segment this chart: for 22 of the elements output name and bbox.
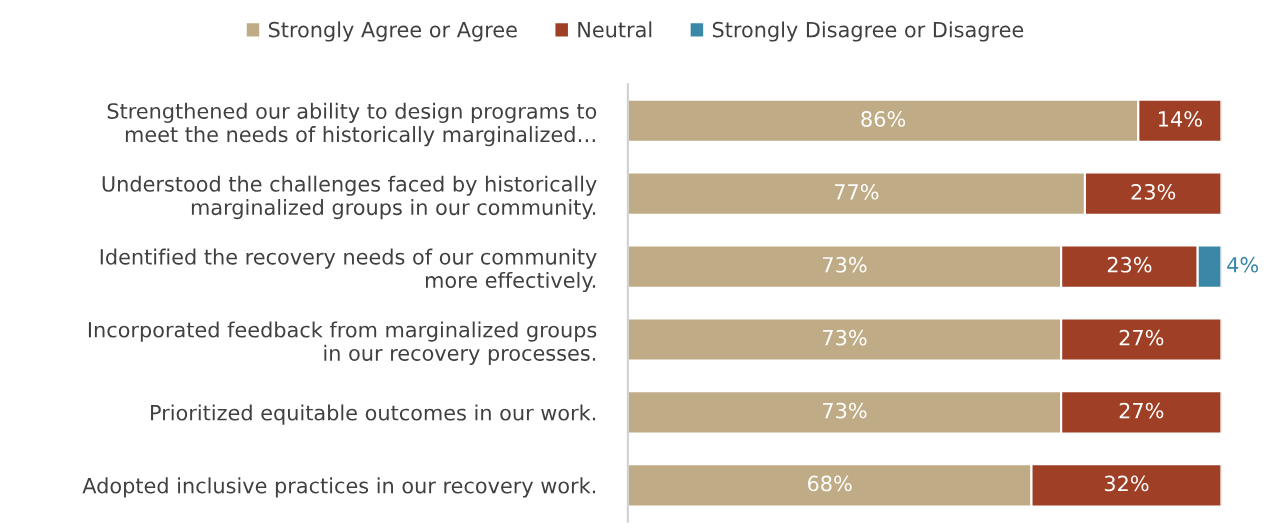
legend-label: Neutral (578, 21, 652, 38)
y-tick-label: Identified the recovery needs of our community more effectively. (100, 248, 597, 293)
legend-label: Strongly Agree or Agree (268, 21, 517, 42)
data-label: 68% (807, 475, 852, 492)
data-label: 73% (823, 329, 867, 346)
data-label: 14% (1159, 111, 1202, 127)
y-tick-label: Incorporated feedback from marginalized groups in our recovery processes. (88, 321, 597, 365)
data-label: 27% (1119, 402, 1164, 419)
y-tick-label: Understood the challenges faced by historically marginalized groups in our community. (102, 175, 597, 220)
data-label: 23% (1131, 183, 1176, 200)
y-tick-label: Adopted inclusive practices in our recovery work. (82, 477, 596, 498)
data-label: 73% (823, 256, 867, 273)
data-label: 4% (1227, 256, 1259, 273)
y-tick-label: Strengthened our ability to design programs to meet the needs of historically marginalized… (107, 102, 597, 147)
data-label: 77% (834, 183, 879, 200)
data-label: 32% (1104, 475, 1149, 492)
data-label: 23% (1107, 256, 1152, 273)
y-tick-label: Prioritized equitable outcomes in our work. (151, 404, 596, 425)
data-label: 86% (861, 111, 906, 127)
legend-label: Strongly Disagree or Disagree (712, 21, 1024, 42)
data-label: 27% (1119, 329, 1164, 346)
data-label: 73% (823, 402, 867, 419)
